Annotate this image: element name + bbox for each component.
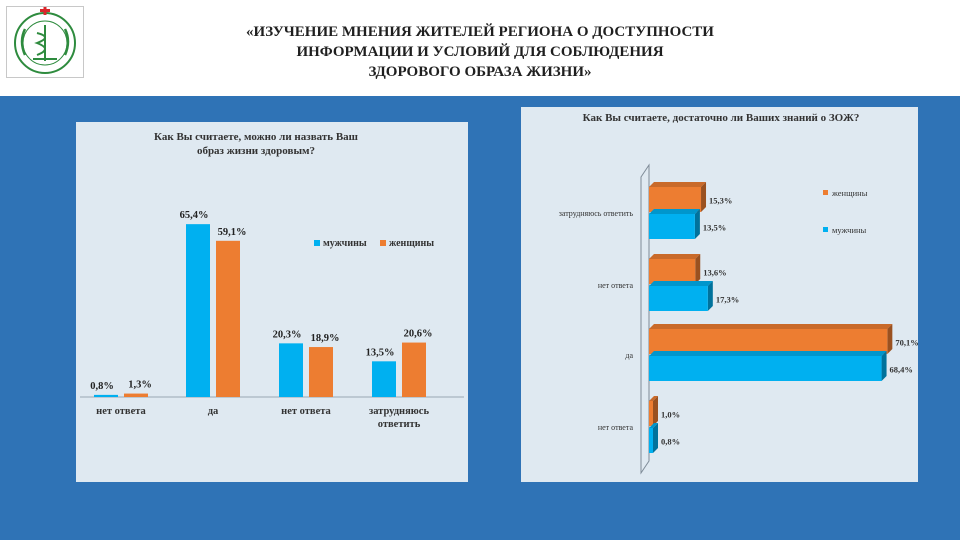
bar-women-0 [649, 187, 702, 212]
category-label: нет ответа [598, 423, 634, 432]
logo [6, 6, 84, 78]
data-label: 15,3% [709, 196, 732, 206]
data-label: 59,1% [218, 227, 247, 238]
bar-top-women-1 [649, 254, 701, 259]
bar-side-men-0 [694, 209, 700, 239]
data-label: 0,8% [90, 381, 114, 392]
legend-swatch-men [314, 240, 320, 246]
axis-wall [640, 163, 650, 475]
chart-title: Как Вы считаете, достаточно ли Ваших зна… [583, 112, 860, 124]
bar-women-0 [124, 393, 148, 397]
bar-men-0 [94, 394, 118, 397]
data-label: 13,6% [703, 268, 726, 278]
legend-label-men: мужчины [832, 225, 867, 235]
bar-top-men-2 [649, 351, 887, 356]
chart-knowledge-svg: Как Вы считаете, достаточно ли Ваших зна… [559, 112, 919, 475]
legend-swatch-women [380, 240, 386, 246]
bar-women-3 [649, 401, 653, 426]
bar-top-men-0 [649, 209, 700, 214]
chart-title-line-1: Как Вы считаете, можно ли назвать Ваш [154, 131, 358, 143]
bar-men-1 [649, 286, 708, 311]
chart-panel-lifestyle: Как Вы считаете, можно ли назвать Ваш обр… [76, 122, 468, 482]
legend-swatch-men [823, 227, 828, 232]
legend-swatch-women [823, 190, 828, 195]
bar-women-3 [402, 342, 426, 397]
bar-side-men-3 [653, 423, 658, 453]
category-label: затрудняюсь [369, 406, 429, 417]
chart-panel-knowledge: Как Вы считаете, достаточно ли Ваших зна… [521, 107, 919, 482]
data-label: 70,1% [895, 338, 918, 348]
bar-top-women-3 [649, 396, 658, 401]
page-title: «ИЗУЧЕНИЕ МНЕНИЯ ЖИТЕЛЕЙ РЕГИОНА О ДОСТУ… [246, 24, 714, 80]
bar-side-women-3 [653, 396, 658, 426]
legend-label-men: мужчины [323, 238, 367, 249]
category-label: нет ответа [598, 281, 634, 290]
bar-side-women-2 [887, 324, 893, 354]
bar-men-3 [649, 428, 653, 453]
category-label: ответить [378, 419, 421, 430]
data-label: 20,3% [273, 329, 302, 340]
bar-side-men-1 [707, 281, 713, 311]
data-label: 68,4% [890, 365, 913, 375]
data-label: 13,5% [703, 223, 726, 233]
bar-men-2 [279, 343, 303, 397]
legend-label-women: женщины [831, 188, 868, 198]
bar-men-3 [372, 361, 396, 397]
data-label: 0,8% [661, 437, 680, 447]
data-label: 13,5% [366, 347, 395, 358]
data-label: 18,9% [311, 333, 340, 344]
category-label: да [625, 351, 633, 360]
chart-title-line-2: образ жизни здоровым? [197, 145, 315, 157]
bar-top-women-0 [649, 182, 707, 187]
bar-side-men-2 [881, 351, 887, 381]
data-label: 1,3% [128, 380, 152, 391]
bar-top-men-1 [649, 281, 713, 286]
bar-women-1 [649, 259, 696, 284]
medical-emblem-icon [14, 6, 76, 74]
bar-men-0 [649, 214, 695, 239]
category-label: нет ответа [281, 406, 331, 417]
bar-men-2 [649, 356, 882, 381]
bar-women-1 [216, 240, 240, 397]
data-label: 1,0% [661, 410, 680, 420]
category-label: да [208, 406, 219, 417]
data-label: 20,6% [404, 329, 433, 340]
bar-women-2 [649, 329, 888, 354]
bar-top-women-2 [649, 324, 893, 329]
category-label: нет ответа [96, 406, 146, 417]
bar-women-2 [309, 347, 333, 397]
data-label: 17,3% [716, 295, 739, 305]
bar-side-women-0 [701, 182, 707, 212]
bar-side-women-1 [695, 254, 701, 284]
header-band [0, 0, 960, 96]
bar-top-men-3 [649, 423, 658, 428]
bar-men-1 [186, 224, 210, 397]
chart-lifestyle-svg: Как Вы считаете, можно ли назвать Ваш обр… [80, 131, 464, 430]
category-label: затрудняюсь ответить [559, 209, 634, 218]
legend-label-women: женщины [389, 238, 434, 249]
data-label: 65,4% [180, 210, 209, 221]
